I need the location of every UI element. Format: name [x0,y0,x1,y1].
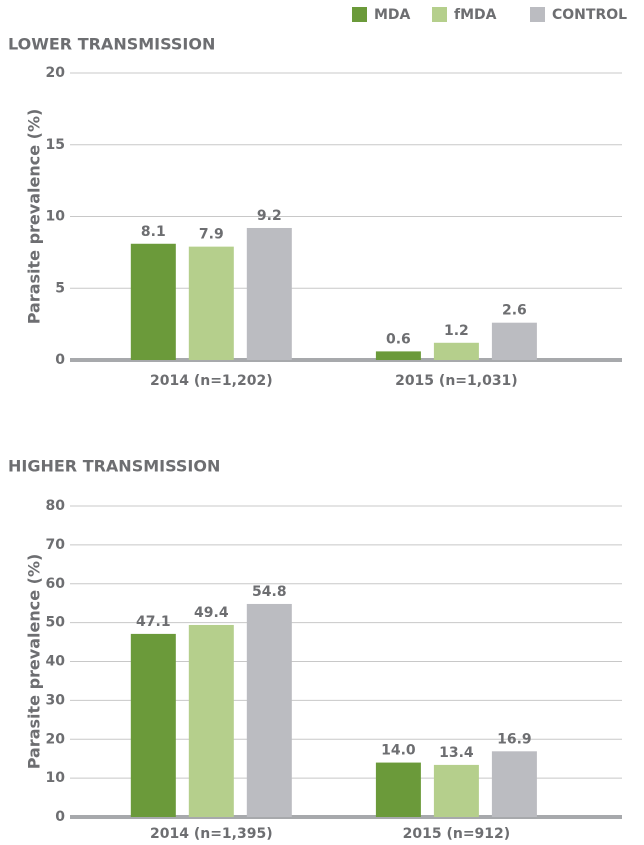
value-label: 14.0 [381,743,416,759]
value-label: 7.9 [199,227,224,243]
y-tick-label: 70 [46,537,66,553]
bar [375,351,421,360]
bar [433,764,479,817]
y-tick-label: 0 [55,352,65,368]
bar [491,751,537,817]
value-label: 54.8 [252,584,287,600]
bar [188,624,234,817]
y-tick-label: 15 [46,137,65,153]
x-tick-label: 2014 (n=1,202) [150,373,273,389]
bar [246,603,292,817]
legend-swatch [530,7,545,22]
legend-swatch [352,7,367,22]
x-tick-label: 2014 (n=1,395) [150,826,273,842]
value-label: 47.1 [136,614,171,630]
value-label: 0.6 [386,331,411,347]
y-tick-label: 0 [55,809,65,825]
y-tick-label: 10 [46,209,66,225]
y-tick-label: 20 [46,65,66,81]
y-axis-label: Parasite prevalence (%) [25,554,44,770]
y-tick-label: 5 [55,280,65,296]
y-tick-label: 30 [46,692,66,708]
x-tick-label: 2015 (n=1,031) [395,373,518,389]
y-axis-label: Parasite prevalence (%) [25,109,44,325]
legend-label: MDA [374,7,411,23]
bar [375,762,421,817]
value-label: 8.1 [141,224,166,240]
chart-title: HIGHER TRANSMISSION [8,457,220,476]
bar [491,322,537,360]
y-tick-label: 10 [46,770,66,786]
bar [433,342,479,360]
value-label: 9.2 [257,208,282,224]
y-tick-label: 20 [46,731,66,747]
bar [246,227,292,360]
bar [188,246,234,360]
value-label: 49.4 [194,605,229,621]
value-label: 1.2 [444,323,469,339]
value-label: 2.6 [502,303,527,319]
bar [130,633,176,817]
chart-title: LOWER TRANSMISSION [8,35,215,54]
legend-swatch [432,7,447,22]
y-tick-label: 50 [46,615,66,631]
bar [130,243,176,360]
x-tick-label: 2015 (n=912) [403,826,511,842]
y-tick-label: 80 [46,498,66,514]
value-label: 16.9 [497,731,532,747]
legend-label: fMDA [454,7,497,23]
y-tick-label: 60 [46,576,66,592]
value-label: 13.4 [439,745,474,761]
legend-label: CONTROL [552,7,627,23]
y-tick-label: 40 [46,654,66,670]
